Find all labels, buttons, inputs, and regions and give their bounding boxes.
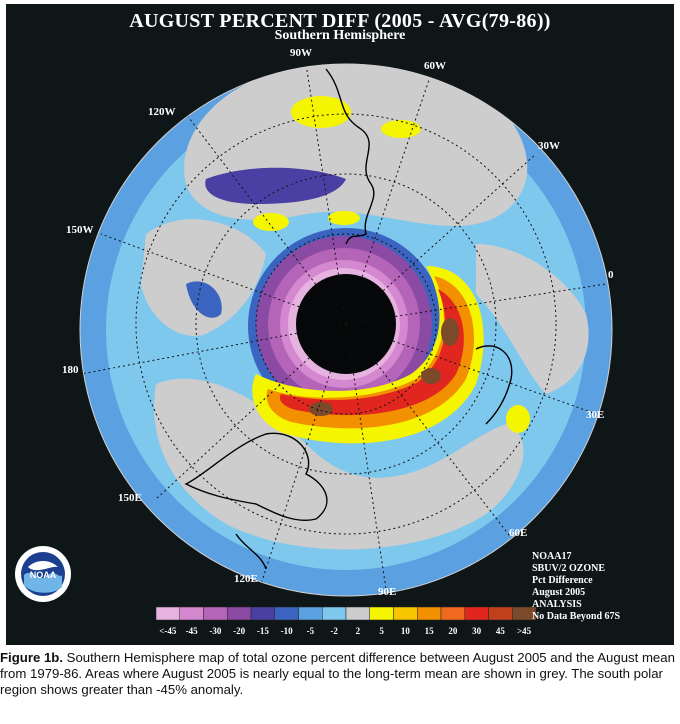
legend-tick-label: 20 bbox=[448, 626, 458, 636]
legend-tick-label: 10 bbox=[400, 626, 410, 636]
ozone-polar-map bbox=[79, 63, 613, 621]
legend-swatch bbox=[488, 606, 513, 621]
legend-swatch bbox=[393, 606, 418, 621]
lon-label-30w: 30W bbox=[538, 140, 560, 152]
legend-swatch bbox=[440, 606, 465, 621]
lon-label-0: 0 bbox=[608, 269, 614, 281]
lon-label-120e: 120E bbox=[234, 573, 258, 585]
legend-tick-label: -20 bbox=[233, 626, 246, 636]
noaa-logo-text: NOAA bbox=[30, 570, 57, 580]
legend-tick-label: -45 bbox=[185, 626, 198, 636]
figure-caption: Figure 1b. Southern Hemisphere map of to… bbox=[0, 650, 680, 698]
legend-tick-label: 30 bbox=[472, 626, 482, 636]
lon-label-90w: 90W bbox=[290, 47, 312, 59]
legend-swatch bbox=[512, 606, 537, 621]
legend-tick-label: -5 bbox=[306, 626, 315, 636]
info-product: ANALYSIS bbox=[532, 599, 582, 610]
lon-label-90e: 90E bbox=[378, 586, 397, 598]
legend-swatch bbox=[179, 606, 204, 621]
map-subtitle: Southern Hemisphere bbox=[274, 28, 406, 43]
map-title: AUGUST PERCENT DIFF (2005 - AVG(79-86)) bbox=[129, 10, 551, 32]
lon-label-60e: 60E bbox=[509, 527, 528, 539]
info-quantity: Pct Difference bbox=[532, 575, 593, 586]
legend-swatch bbox=[274, 606, 299, 621]
legend-swatch bbox=[203, 606, 228, 621]
lon-label-150e: 150E bbox=[118, 492, 142, 504]
legend-swatch bbox=[155, 606, 180, 621]
legend-swatch bbox=[298, 606, 323, 621]
legend-swatch bbox=[369, 606, 394, 621]
legend-tick-label: 2 bbox=[355, 626, 361, 636]
caption-text: Southern Hemisphere map of total ozone p… bbox=[0, 650, 675, 697]
legend-tick-label: -15 bbox=[256, 626, 269, 636]
legend-swatch bbox=[227, 606, 252, 621]
lon-label-180: 180 bbox=[62, 364, 79, 376]
legend-swatch bbox=[345, 606, 370, 621]
legend-tick-label: <-45 bbox=[159, 626, 177, 636]
info-instrument: SBUV/2 OZONE bbox=[532, 563, 606, 574]
legend-color-bar bbox=[155, 606, 537, 621]
legend-swatch bbox=[322, 606, 347, 621]
map-panel: AUGUST PERCENT DIFF (2005 - AVG(79-86)) … bbox=[6, 4, 674, 645]
info-note: No Data Beyond 67S bbox=[532, 611, 621, 622]
noaa-logo: NOAA bbox=[15, 546, 71, 602]
lon-label-120w: 120W bbox=[148, 106, 176, 118]
caption-label: Figure 1b. bbox=[0, 650, 64, 665]
legend-tick-label: 45 bbox=[495, 626, 505, 636]
legend-swatch bbox=[250, 606, 275, 621]
legend-swatch bbox=[464, 606, 489, 621]
lon-label-30e: 30E bbox=[586, 409, 605, 421]
info-satellite: NOAA17 bbox=[532, 551, 572, 562]
legend-tick-label: -10 bbox=[280, 626, 293, 636]
legend-swatch bbox=[417, 606, 442, 621]
legend-tick-label: -30 bbox=[209, 626, 222, 636]
legend-labels: <-45 -45 -30 -20 -15 -10 -5 -2 2 5 10 15 20 30 45 >45 bbox=[156, 626, 536, 638]
legend-tick-label: -2 bbox=[330, 626, 338, 636]
info-block: NOAA17 SBUV/2 OZONE Pct Difference Augus… bbox=[532, 551, 620, 623]
legend-tick-label: 15 bbox=[424, 626, 434, 636]
legend-tick-label: >45 bbox=[517, 626, 532, 636]
info-date: August 2005 bbox=[532, 587, 586, 598]
legend-tick-label: 5 bbox=[379, 626, 384, 636]
lon-label-60w: 60W bbox=[424, 60, 446, 72]
lon-label-150w: 150W bbox=[66, 224, 94, 236]
